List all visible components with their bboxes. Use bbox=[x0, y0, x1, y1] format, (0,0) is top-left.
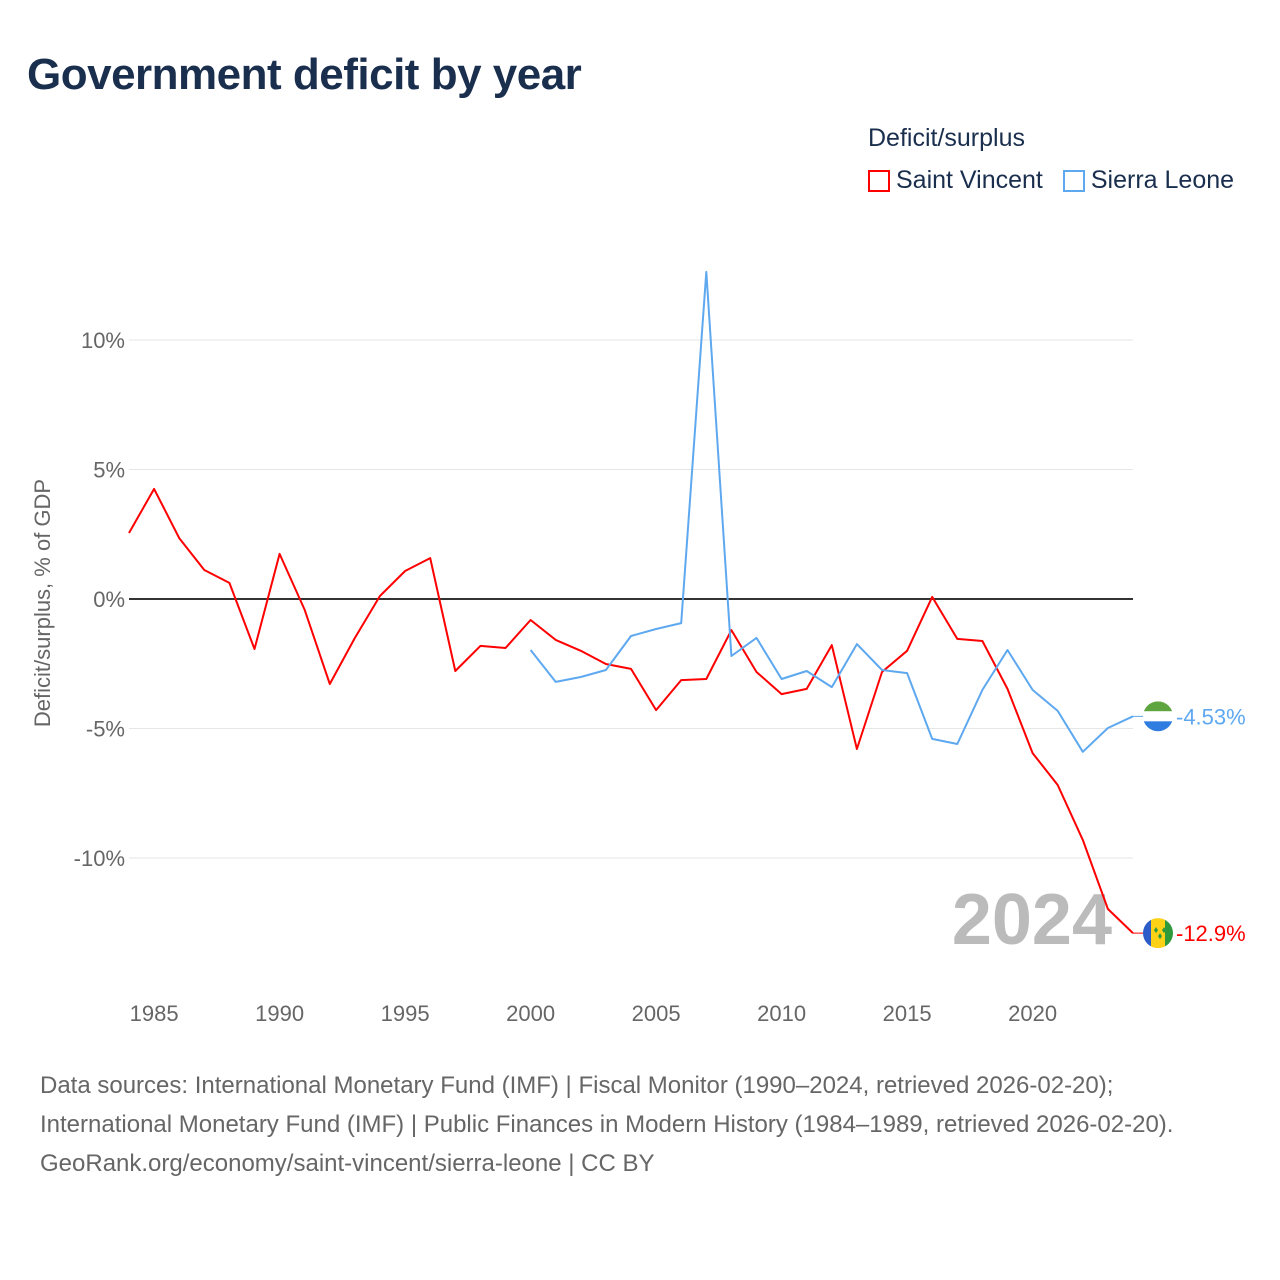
x-tick-label: 2000 bbox=[506, 1001, 555, 1026]
y-tick-label: 5% bbox=[93, 458, 125, 483]
y-tick-label: 0% bbox=[93, 587, 125, 612]
line-chart: 10% 5% 0% -5% -10% 1985 1990 1995 2000 2005 2010 20… bbox=[30, 270, 1246, 1026]
footer: Data sources: International Monetary Fun… bbox=[40, 1066, 1240, 1183]
end-value-label: -4.53% bbox=[1176, 704, 1246, 729]
saint-vincent-flag-icon bbox=[1143, 918, 1173, 949]
x-tick-label: 2015 bbox=[883, 1001, 932, 1026]
year-watermark: 2024 bbox=[952, 880, 1112, 960]
x-tick-label: 1990 bbox=[255, 1001, 304, 1026]
x-tick-label: 2020 bbox=[1008, 1001, 1057, 1026]
legend-label: Sierra Leone bbox=[1090, 166, 1235, 194]
chart-title: Government deficit by year bbox=[27, 50, 582, 99]
sierra-leone-flag-icon bbox=[1143, 701, 1173, 732]
legend-title: Deficit/surplus bbox=[868, 124, 1025, 152]
data-sources: Data sources: International Monetary Fun… bbox=[40, 1072, 1174, 1138]
x-tick-label: 1995 bbox=[381, 1001, 430, 1026]
y-tick-label: 10% bbox=[81, 328, 125, 353]
legend-item-sierra-leone[interactable]: Sierra Leone bbox=[1062, 166, 1235, 195]
y-tick-label: -10% bbox=[74, 846, 125, 871]
x-tick-label: 2010 bbox=[757, 1001, 806, 1026]
end-value-label: -12.9% bbox=[1176, 921, 1246, 946]
credit-link[interactable]: GeoRank.org/economy/saint-vincent/sierra… bbox=[40, 1150, 655, 1177]
y-tick-label: -5% bbox=[86, 717, 125, 742]
legend: Saint Vincent Sierra Leone bbox=[868, 166, 1234, 195]
legend-swatch-sierra-leone bbox=[1062, 169, 1085, 192]
legend-swatch-saint-vincent bbox=[868, 169, 890, 192]
x-tick-label: 1985 bbox=[130, 1001, 179, 1026]
legend-item-saint-vincent[interactable]: Saint Vincent bbox=[868, 166, 1043, 195]
series-line-saint-vincent bbox=[128, 487, 1134, 934]
legend-label: Saint Vincent bbox=[896, 166, 1043, 194]
x-tick-label: 2005 bbox=[632, 1001, 681, 1026]
y-axis-label: Deficit/surplus, % of GDP bbox=[30, 479, 55, 727]
series-line-sierra-leone bbox=[529, 270, 1134, 753]
